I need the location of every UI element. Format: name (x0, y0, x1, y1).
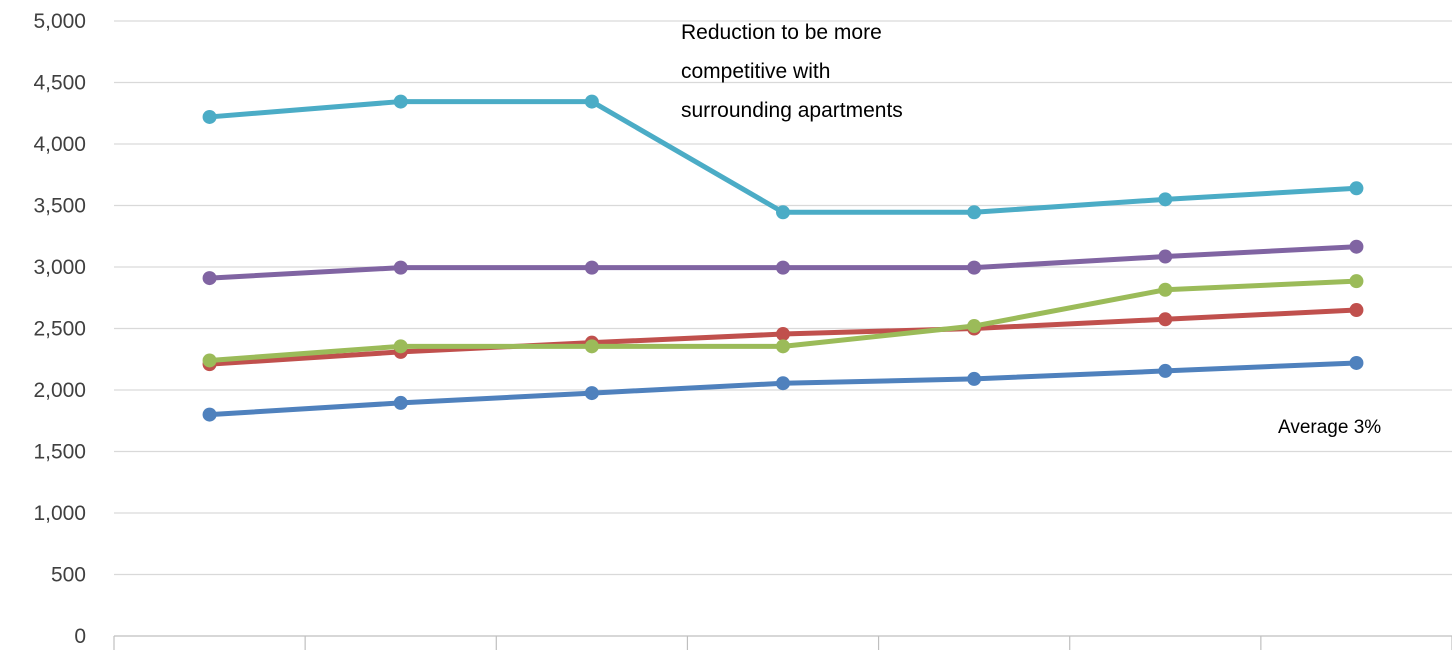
data-point (967, 371, 982, 386)
y-tick-label: 0 (74, 625, 86, 648)
data-point (202, 109, 217, 124)
y-tick-label: 2,000 (33, 379, 86, 402)
data-point (393, 260, 408, 275)
data-point (967, 260, 982, 275)
data-point (776, 205, 790, 220)
data-point (584, 260, 599, 275)
data-point (776, 376, 790, 391)
data-point (1158, 249, 1173, 264)
series-2 (202, 303, 1364, 372)
y-tick-label: 500 (51, 564, 86, 587)
data-point (776, 260, 790, 275)
data-point (1349, 274, 1364, 289)
data-point (393, 339, 408, 354)
data-point (584, 94, 599, 109)
y-axis-tick-labels: 0 500 1,000 1,500 2,000 2,500 3,000 3,500 4,000 4… (33, 10, 86, 648)
data-point (393, 395, 408, 410)
y-tick-label: 3,000 (33, 256, 86, 279)
annotations: Reduction to be more competitive with su… (681, 21, 1381, 438)
y-tick-label: 1,500 (33, 441, 86, 464)
y-tick-label: 4,000 (33, 133, 86, 156)
data-point (1349, 303, 1364, 318)
annotation-reduction-line-1: Reduction to be more (681, 21, 882, 44)
data-point (967, 205, 982, 220)
data-point (1158, 363, 1173, 378)
data-point (1158, 312, 1173, 327)
annotation-reduction-line-3: surrounding apartments (681, 99, 903, 122)
y-tick-label: 4,500 (33, 72, 86, 95)
series-3 (202, 274, 1364, 368)
data-point (202, 271, 217, 286)
data-point (584, 339, 599, 354)
data-point (1158, 282, 1173, 297)
data-point (776, 339, 790, 354)
y-tick-label: 5,000 (33, 10, 86, 33)
series-lines (202, 94, 1364, 422)
y-tick-label: 1,000 (33, 502, 86, 525)
data-point (202, 407, 217, 422)
data-point (202, 353, 217, 368)
data-point (1349, 239, 1364, 254)
series-5 (202, 94, 1364, 220)
annotation-reduction-line-2: competitive with (681, 60, 830, 83)
y-tick-label: 2,500 (33, 318, 86, 341)
series-4 (202, 239, 1364, 286)
data-point (393, 94, 408, 109)
series-1 (202, 355, 1364, 422)
y-tick-label: 3,500 (33, 195, 86, 218)
data-point (1349, 355, 1364, 370)
data-point (967, 319, 982, 334)
data-point (1349, 181, 1364, 196)
data-point (1158, 192, 1173, 207)
annotation-average: Average 3% (1278, 417, 1381, 438)
data-point (584, 386, 599, 401)
data-point (776, 327, 790, 342)
